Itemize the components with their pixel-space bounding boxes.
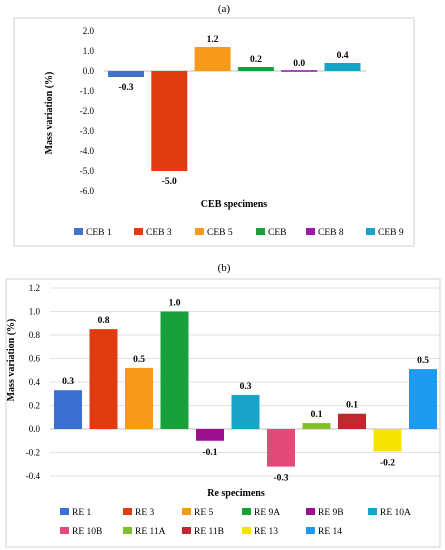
chart-b-bar-re-13 <box>373 429 402 452</box>
chart-b-bar-re-11a <box>302 423 331 429</box>
chart-b-legend-label: RE 9A <box>254 508 280 518</box>
chart-b-y-tick-label: 1.2 <box>29 283 40 293</box>
chart-a-data-label: -0.3 <box>118 83 133 93</box>
chart-a-data-label: -5.0 <box>162 177 177 187</box>
chart-b-legend-swatch <box>123 508 132 515</box>
chart-b-legend-label: RE 10A <box>380 508 411 518</box>
chart-b-data-label: 1.0 <box>169 299 181 309</box>
chart-b-legend-swatch <box>123 527 132 534</box>
chart-b-legend-label: RE 11A <box>135 527 166 537</box>
chart-b-data-label: 0.5 <box>417 356 429 366</box>
chart-b-legend-label: RE 5 <box>194 508 214 518</box>
chart-a-data-label: 1.2 <box>207 35 219 45</box>
chart-b-bar-re-1 <box>54 390 82 429</box>
chart-a-legend-label: CEB 1 <box>86 228 112 238</box>
chart-a-x-axis-title: CEB specimens <box>201 199 268 210</box>
chart-b-legend-swatch <box>306 508 315 515</box>
chart-a-y-tick-label: -5.0 <box>80 166 95 176</box>
chart-b-legend-label: RE 13 <box>254 527 278 537</box>
panel-b-label: (b) <box>218 262 231 274</box>
chart-b-legend-label: RE 3 <box>135 508 155 518</box>
chart-a-y-tick-label: -1.0 <box>80 86 95 96</box>
chart-a-legend-swatch <box>256 228 265 235</box>
chart-a-bar-ceb-5 <box>194 47 231 71</box>
chart-a-y-tick-label: 1.0 <box>83 46 95 56</box>
chart-b-y-tick-label: -0.2 <box>26 448 40 458</box>
chart-a-legend-swatch <box>366 228 375 235</box>
chart-a-legend-swatch <box>195 228 204 235</box>
chart-a-bar-ceb-1 <box>108 71 144 77</box>
chart-b-y-tick-label: 0.4 <box>29 377 41 387</box>
chart-b-x-axis-title: Re specimens <box>207 488 265 499</box>
chart-a-legend-label: CEB 8 <box>318 228 344 238</box>
chart-b-data-label: 0.3 <box>62 377 74 387</box>
chart-b-y-tick-label: 0.0 <box>29 424 41 434</box>
chart-b-legend-label: RE 14 <box>318 527 342 537</box>
chart-b-bar-re-9b <box>196 429 224 441</box>
chart-b-bar-re-10a <box>231 394 260 429</box>
chart-a-legend-label: CEB 3 <box>146 228 172 238</box>
chart-a-data-label: 0.2 <box>250 55 262 65</box>
chart-b-bar-re-5 <box>125 367 153 429</box>
chart-b-legend-swatch <box>182 508 191 515</box>
chart-a-data-label: 0.0 <box>293 59 305 69</box>
chart-b-legend-label: RE 10B <box>72 527 102 537</box>
chart-a: (a) 2.0 1.0 0.0 -1.0 -2.0 -3.0 -4.0 -5.0 -6.0 -0… <box>13 3 415 247</box>
chart-b-legend-label: RE 11B <box>194 527 224 537</box>
chart-a-legend-label: CEB 9 <box>378 228 404 238</box>
chart-a-bar-ceb-3 <box>151 71 188 171</box>
chart-b-data-label: 0.8 <box>98 316 110 326</box>
chart-a-y-axis-title: Mass variation (%) <box>44 72 55 155</box>
chart-b-bar-re-11b <box>338 413 366 429</box>
chart-b-legend-swatch <box>60 508 69 515</box>
chart-b-y-tick-label: 0.6 <box>29 354 41 364</box>
chart-a-legend-swatch <box>306 228 315 235</box>
chart-a-y-tick-label: 2.0 <box>83 26 95 36</box>
chart-b: (b) 1.2 1.0 0.8 0.6 0.4 0.2 0.0 -0.2 -0.4 0.3 0.8… <box>5 262 441 548</box>
chart-a-frame <box>13 17 415 247</box>
chart-a-bar-ceb-8 <box>281 70 318 72</box>
chart-b-bar-re-3 <box>89 329 118 429</box>
chart-a-y-tick-label: -3.0 <box>80 126 95 136</box>
chart-a-legend-label: CEB <box>268 228 286 238</box>
chart-a-legend-swatch <box>134 228 143 235</box>
chart-b-y-tick-label: 1.0 <box>29 307 41 317</box>
chart-b-data-label: 0.1 <box>346 401 358 411</box>
chart-b-legend-label: RE 1 <box>72 508 92 518</box>
chart-b-y-tick-label: 0.8 <box>29 330 41 340</box>
chart-b-legend-swatch <box>242 527 251 534</box>
chart-a-y-tick-label: -4.0 <box>80 146 95 156</box>
chart-b-legend-label: RE 9B <box>318 508 344 518</box>
chart-b-frame <box>5 278 441 548</box>
chart-b-data-label: 0.5 <box>133 355 145 365</box>
chart-a-y-tick-label: 0.0 <box>83 66 95 76</box>
chart-b-bar-re-14 <box>409 369 437 429</box>
chart-b-legend-swatch <box>368 508 377 515</box>
chart-a-bar-ceb-9 <box>324 63 361 71</box>
chart-a-data-label: 0.4 <box>337 51 349 61</box>
chart-b-data-label: 0.3 <box>240 382 252 392</box>
chart-a-legend-label: CEB 5 <box>207 228 233 238</box>
panel-a-label: (a) <box>218 3 231 15</box>
chart-b-data-label: 0.1 <box>311 410 323 420</box>
chart-b-bar-re-10b <box>267 429 295 467</box>
chart-a-bar-ceb <box>237 67 274 71</box>
chart-a-y-tick-label: -6.0 <box>80 186 95 196</box>
chart-a-y-tick-label: -2.0 <box>80 106 95 116</box>
chart-b-legend-swatch <box>242 508 251 515</box>
chart-b-legend-swatch <box>306 527 315 534</box>
chart-b-data-label: -0.3 <box>273 474 288 484</box>
chart-b-y-tick-label: 0.2 <box>29 401 40 411</box>
chart-b-legend-swatch <box>60 527 69 534</box>
chart-b-y-tick-label: -0.4 <box>26 471 41 481</box>
chart-b-bar-re-9a <box>160 311 189 429</box>
chart-b-legend-swatch <box>182 527 191 534</box>
chart-b-data-label: -0.1 <box>202 448 217 458</box>
chart-b-data-label: -0.2 <box>380 458 395 468</box>
chart-b-y-axis-title: Mass variation (%) <box>6 319 17 402</box>
chart-a-legend-swatch <box>74 228 83 235</box>
